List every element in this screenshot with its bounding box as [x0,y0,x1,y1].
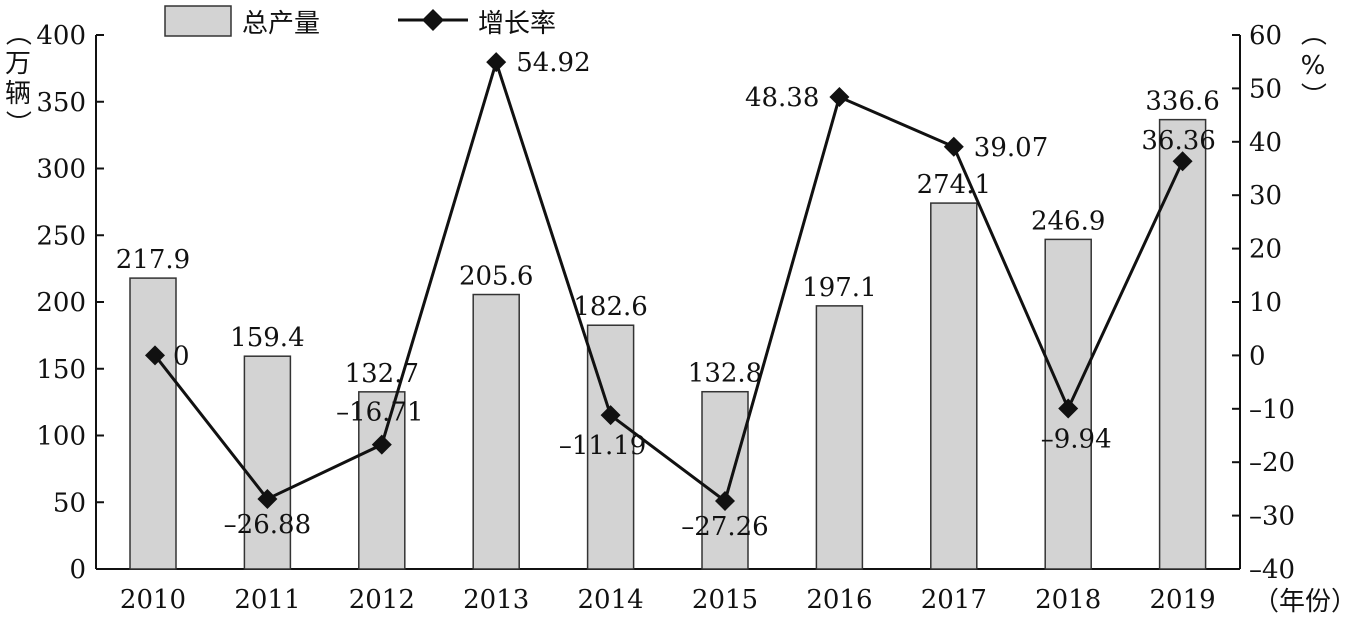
left-tick-label: 150 [36,355,86,385]
growth-value-label: 54.92 [516,48,590,78]
right-tick-label: –40 [1249,555,1295,585]
right-tick-label: 60 [1249,21,1282,51]
left-tick-label: 300 [36,155,86,185]
left-unit-char: （ [2,20,32,46]
bar-value-label: 205.6 [459,262,533,292]
growth-value-label: –26.88 [224,510,311,540]
right-tick-label: 50 [1249,74,1282,104]
legend-label-line: 增长率 [478,9,556,39]
right-tick-label: 10 [1249,288,1282,318]
growth-marker-2013 [486,52,507,73]
growth-value-label: 48.38 [745,83,819,113]
bar-2012 [358,391,406,570]
left-tick-label: 50 [53,488,86,518]
right-tick-label: –20 [1249,448,1295,478]
growth-marker-2014 [600,405,621,426]
x-tick-label: 2017 [921,585,987,615]
bar-value-label: 197.1 [802,273,876,303]
right-tick-label: 20 [1249,235,1282,265]
growth-marker-2019 [1172,151,1193,172]
growth-marker-2016 [829,87,850,108]
bar-value-label: 246.9 [1031,206,1105,236]
growth-marker-2017 [943,136,964,157]
right-tick-label: –30 [1249,502,1295,532]
bar-2013 [472,293,520,570]
x-tick-label: 2010 [120,585,186,615]
bar-labels: 217.9 159.4 132.7 205.6 182.6 132.8 197.1 274.1… [116,87,1220,389]
left-unit-char: 万 [5,49,31,79]
growth-marker-2012 [371,434,392,455]
growth-marker-2010 [145,345,165,366]
x-tick-label: 2015 [692,585,758,615]
x-tick-label: 2013 [463,585,529,615]
legend: 总产量 增长率 [164,5,556,39]
right-ticks: –40 –30 –20 –10 0 10 20 30 40 50 60 [1232,21,1295,585]
bar-2015 [701,390,749,570]
x-axis-title: （年份） [1253,587,1357,617]
legend-diamond-icon [422,9,444,31]
growth-line-layer [145,52,1193,511]
growth-value-label: 39.07 [974,133,1048,163]
left-tick-label: 200 [36,288,86,318]
bar-value-label: 336.6 [1145,87,1219,117]
right-unit-char: ） [1297,82,1327,108]
legend-label-bar: 总产量 [242,9,320,39]
growth-value-label: –16.71 [336,398,423,428]
bar-value-label: 159.4 [230,323,304,353]
bars [129,118,1207,570]
bar-2011 [243,355,292,570]
bar-value-label: 274.1 [917,170,991,200]
left-tick-label: 0 [69,555,86,585]
bar-value-label: 217.9 [116,245,190,275]
left-axis-unit: （ 万辆） [2,20,32,136]
left-tick-label: 100 [36,422,86,452]
x-labels: 2010 2011 2012 2013 2014 2015 2016 2017 2018 2019 [120,563,1216,615]
left-tick-label: 400 [36,21,86,51]
bar-value-label: 182.6 [573,292,647,322]
right-unit-char: （ [1297,20,1327,46]
x-tick-label: 2012 [349,585,415,615]
left-unit-char: ） [2,110,32,136]
growth-marker-2011 [257,488,278,509]
right-tick-label: 40 [1249,128,1282,158]
growth-line [153,57,1184,504]
x-tick-label: 2018 [1035,585,1101,615]
left-tick-label: 250 [36,221,86,251]
bar-2017 [930,202,978,570]
right-unit-char: % [1301,51,1326,81]
x-tick-label: 2019 [1150,585,1216,615]
growth-value-label: 0 [173,341,190,371]
left-ticks: 0 50 100 150 200 250 300 350 400 [36,21,104,585]
bar-2016 [815,305,864,570]
legend-swatch-bar [164,5,232,37]
right-tick-label: 30 [1249,181,1282,211]
bar-value-label: 132.8 [688,359,762,389]
x-tick-label: 2011 [234,585,300,615]
x-tick-label: 2014 [578,585,644,615]
growth-labels: 0 –26.88 –16.71 54.92 –11.19 –27.26 48.38 39.07… [173,48,1216,542]
growth-marker-2015 [715,490,735,511]
growth-value-label: –11.19 [559,431,646,461]
bar-2010 [129,277,177,570]
left-tick-label: 350 [36,88,86,118]
bar-value-label: 132.7 [345,359,419,389]
left-unit-char: 辆 [5,79,31,109]
right-axis-unit: （%） [1297,20,1327,108]
growth-value-label: 36.36 [1141,126,1215,156]
x-tick-label: 2016 [806,585,872,615]
bar-2019 [1158,118,1207,570]
growth-marker-2018 [1058,398,1079,419]
right-tick-label: 0 [1249,341,1266,371]
bar-2014 [586,324,635,570]
growth-value-label: –9.94 [1041,424,1112,454]
growth-value-label: –27.26 [681,512,768,542]
right-tick-label: –10 [1249,395,1295,425]
